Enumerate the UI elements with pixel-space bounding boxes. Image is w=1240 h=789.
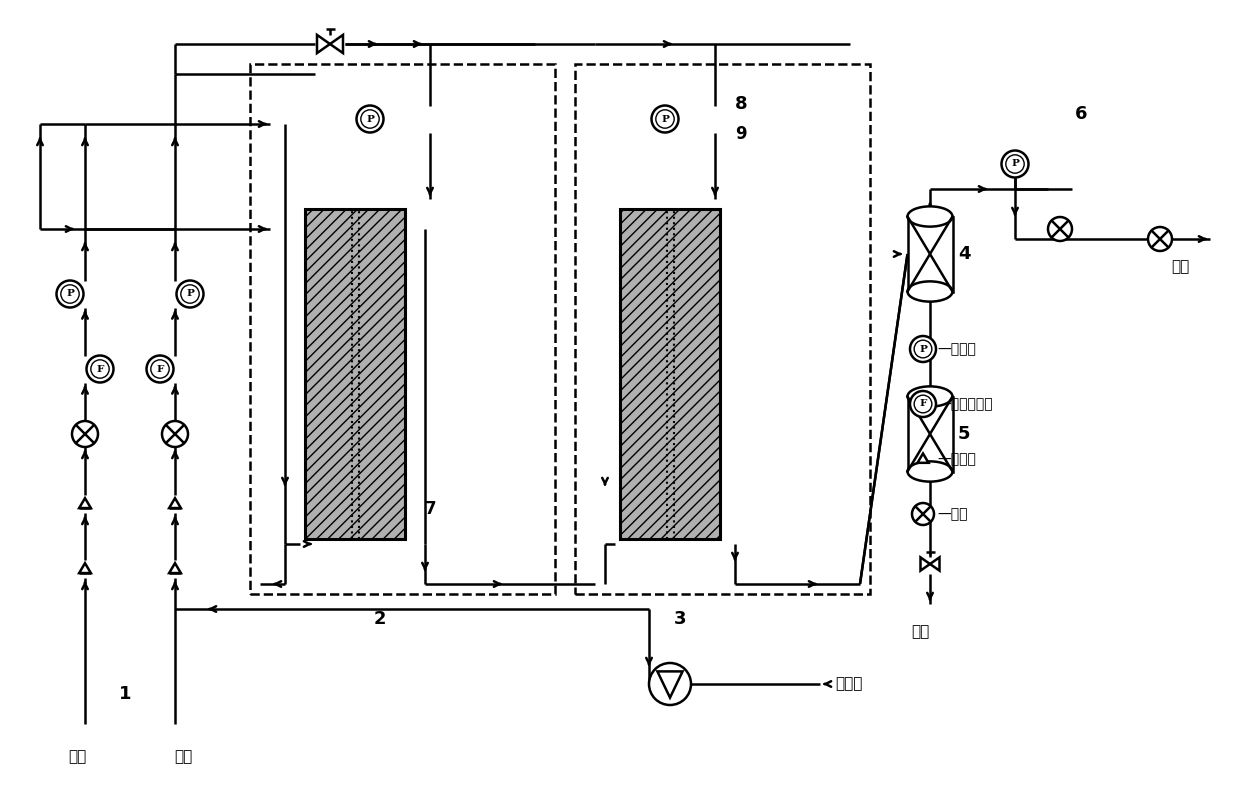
Text: 2: 2 xyxy=(373,610,386,628)
Text: 6: 6 xyxy=(1075,105,1087,123)
Circle shape xyxy=(1002,151,1028,178)
Text: 原料油: 原料油 xyxy=(835,676,862,691)
Circle shape xyxy=(910,391,936,417)
Text: 8: 8 xyxy=(735,95,748,113)
Polygon shape xyxy=(169,563,181,573)
Text: 7: 7 xyxy=(425,500,436,518)
Bar xyxy=(305,209,405,539)
Polygon shape xyxy=(169,498,181,508)
Circle shape xyxy=(72,421,98,447)
Polygon shape xyxy=(918,454,929,463)
Ellipse shape xyxy=(908,462,952,481)
Circle shape xyxy=(1148,227,1172,251)
Polygon shape xyxy=(920,557,930,570)
Text: P: P xyxy=(66,290,74,298)
Text: 排空: 排空 xyxy=(1171,259,1189,274)
Circle shape xyxy=(649,663,691,705)
Circle shape xyxy=(357,106,383,133)
Polygon shape xyxy=(908,397,952,472)
Circle shape xyxy=(87,356,114,383)
Text: P: P xyxy=(661,114,668,124)
Circle shape xyxy=(1048,217,1073,241)
Text: —质量流量计: —质量流量计 xyxy=(937,397,993,411)
Circle shape xyxy=(911,503,934,525)
Text: 5: 5 xyxy=(959,425,971,443)
Polygon shape xyxy=(657,671,682,697)
Text: F: F xyxy=(97,365,104,373)
Ellipse shape xyxy=(908,282,952,301)
Text: 9: 9 xyxy=(735,125,746,143)
Text: —单向阀: —单向阀 xyxy=(937,452,976,466)
Bar xyxy=(620,209,720,539)
Polygon shape xyxy=(317,35,330,53)
Text: 3: 3 xyxy=(673,610,686,628)
Circle shape xyxy=(910,336,936,362)
Ellipse shape xyxy=(908,207,952,226)
Polygon shape xyxy=(930,557,940,570)
Circle shape xyxy=(57,281,83,308)
Text: —压力表: —压力表 xyxy=(937,342,976,356)
Bar xyxy=(250,64,556,594)
Polygon shape xyxy=(908,216,952,291)
Text: 氢气: 氢气 xyxy=(68,749,86,764)
Circle shape xyxy=(651,106,678,133)
Bar xyxy=(575,64,870,594)
Circle shape xyxy=(176,281,203,308)
Text: 氢气: 氢气 xyxy=(174,749,192,764)
Text: P: P xyxy=(919,345,928,353)
Text: 产品: 产品 xyxy=(911,624,929,639)
Text: P: P xyxy=(1011,159,1019,169)
Circle shape xyxy=(146,356,174,383)
Circle shape xyxy=(162,421,188,447)
Text: F: F xyxy=(156,365,164,373)
Text: 1: 1 xyxy=(119,685,131,703)
Text: P: P xyxy=(186,290,193,298)
Polygon shape xyxy=(330,35,343,53)
Text: 4: 4 xyxy=(959,245,971,263)
Text: P: P xyxy=(366,114,374,124)
Ellipse shape xyxy=(908,387,952,406)
Polygon shape xyxy=(79,563,91,573)
Text: —阀门: —阀门 xyxy=(937,507,967,521)
Polygon shape xyxy=(79,498,91,508)
Text: F: F xyxy=(919,399,926,409)
